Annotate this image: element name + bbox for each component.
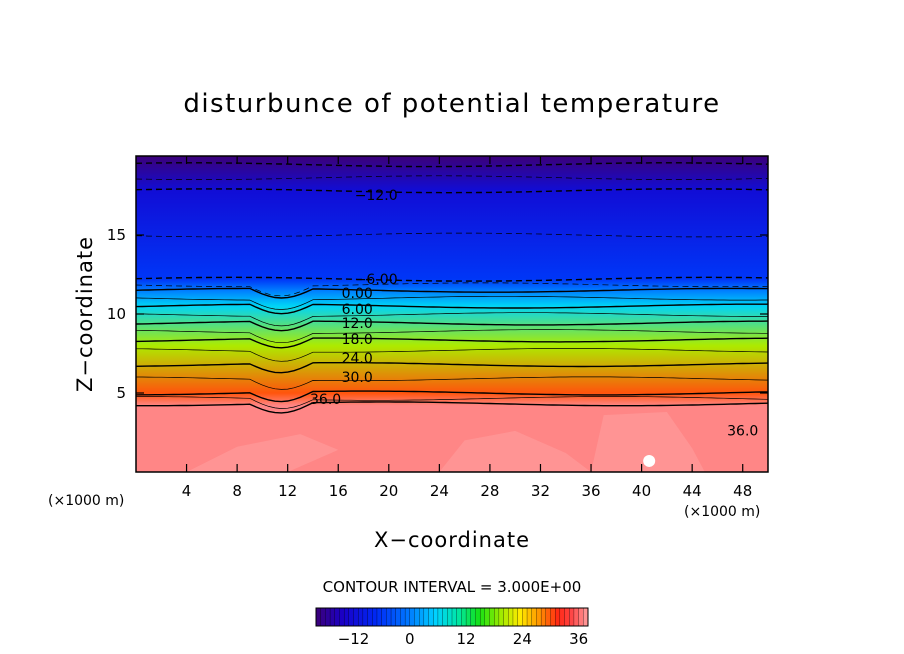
contour-labels: −12.0−6.000.006.0012.018.024.030.036.036… — [310, 188, 758, 439]
contour-label: 0.00 — [342, 286, 373, 302]
x-tick-label: 20 — [379, 482, 398, 500]
contour-label: 6.00 — [342, 302, 373, 318]
contour-label: 12.0 — [342, 316, 373, 332]
x-tick-label: 12 — [278, 482, 297, 500]
y-tick-label: 10 — [107, 305, 126, 323]
x-tick-label: 28 — [480, 482, 499, 500]
x-tick-label: 24 — [430, 482, 449, 500]
x-unit-right: (×1000 m) — [684, 504, 760, 520]
x-tick-label: 8 — [232, 482, 242, 500]
y-tick-label: 5 — [116, 384, 126, 402]
x-tick-label: 4 — [182, 482, 192, 500]
contour-lines — [136, 162, 768, 414]
contour-label: −6.00 — [355, 272, 398, 288]
x-unit-left: (×1000 m) — [48, 493, 124, 509]
colorbar-tick-label: 12 — [457, 630, 476, 648]
chart-title: disturbunce of potential temperature — [183, 89, 720, 119]
colorbar-tick-label: −12 — [338, 630, 370, 648]
contour-label: 24.0 — [342, 351, 373, 367]
colorbar-tick-label: 36 — [569, 630, 588, 648]
contour-label: 36.0 — [727, 424, 758, 440]
y-axis-label: Z−coordinate — [73, 236, 97, 392]
x-tick-label: 48 — [733, 482, 752, 500]
colorbar-tick-label: 24 — [513, 630, 532, 648]
x-tick-label: 16 — [329, 482, 348, 500]
contour-interval-label: CONTOUR INTERVAL = 3.000E+00 — [323, 578, 582, 596]
contour-label: −12.0 — [355, 188, 398, 204]
x-tick-label: 44 — [683, 482, 702, 500]
colorbar-tick-label: 0 — [405, 630, 415, 648]
field-detail — [186, 411, 705, 472]
contour-label: 36.0 — [310, 392, 341, 408]
colorbar: −12 0 12 24 36 — [315, 607, 589, 648]
x-tick-label: 36 — [581, 482, 600, 500]
x-tick-label: 40 — [632, 482, 651, 500]
x-axis-label: X−coordinate — [374, 528, 530, 552]
plot-area: −12.0−6.000.006.0012.018.024.030.036.036… — [107, 155, 769, 500]
contour-label: 30.0 — [342, 370, 373, 386]
contour-label: 18.0 — [342, 332, 373, 348]
x-tick-label: 32 — [531, 482, 550, 500]
y-tick-label: 15 — [107, 226, 126, 244]
